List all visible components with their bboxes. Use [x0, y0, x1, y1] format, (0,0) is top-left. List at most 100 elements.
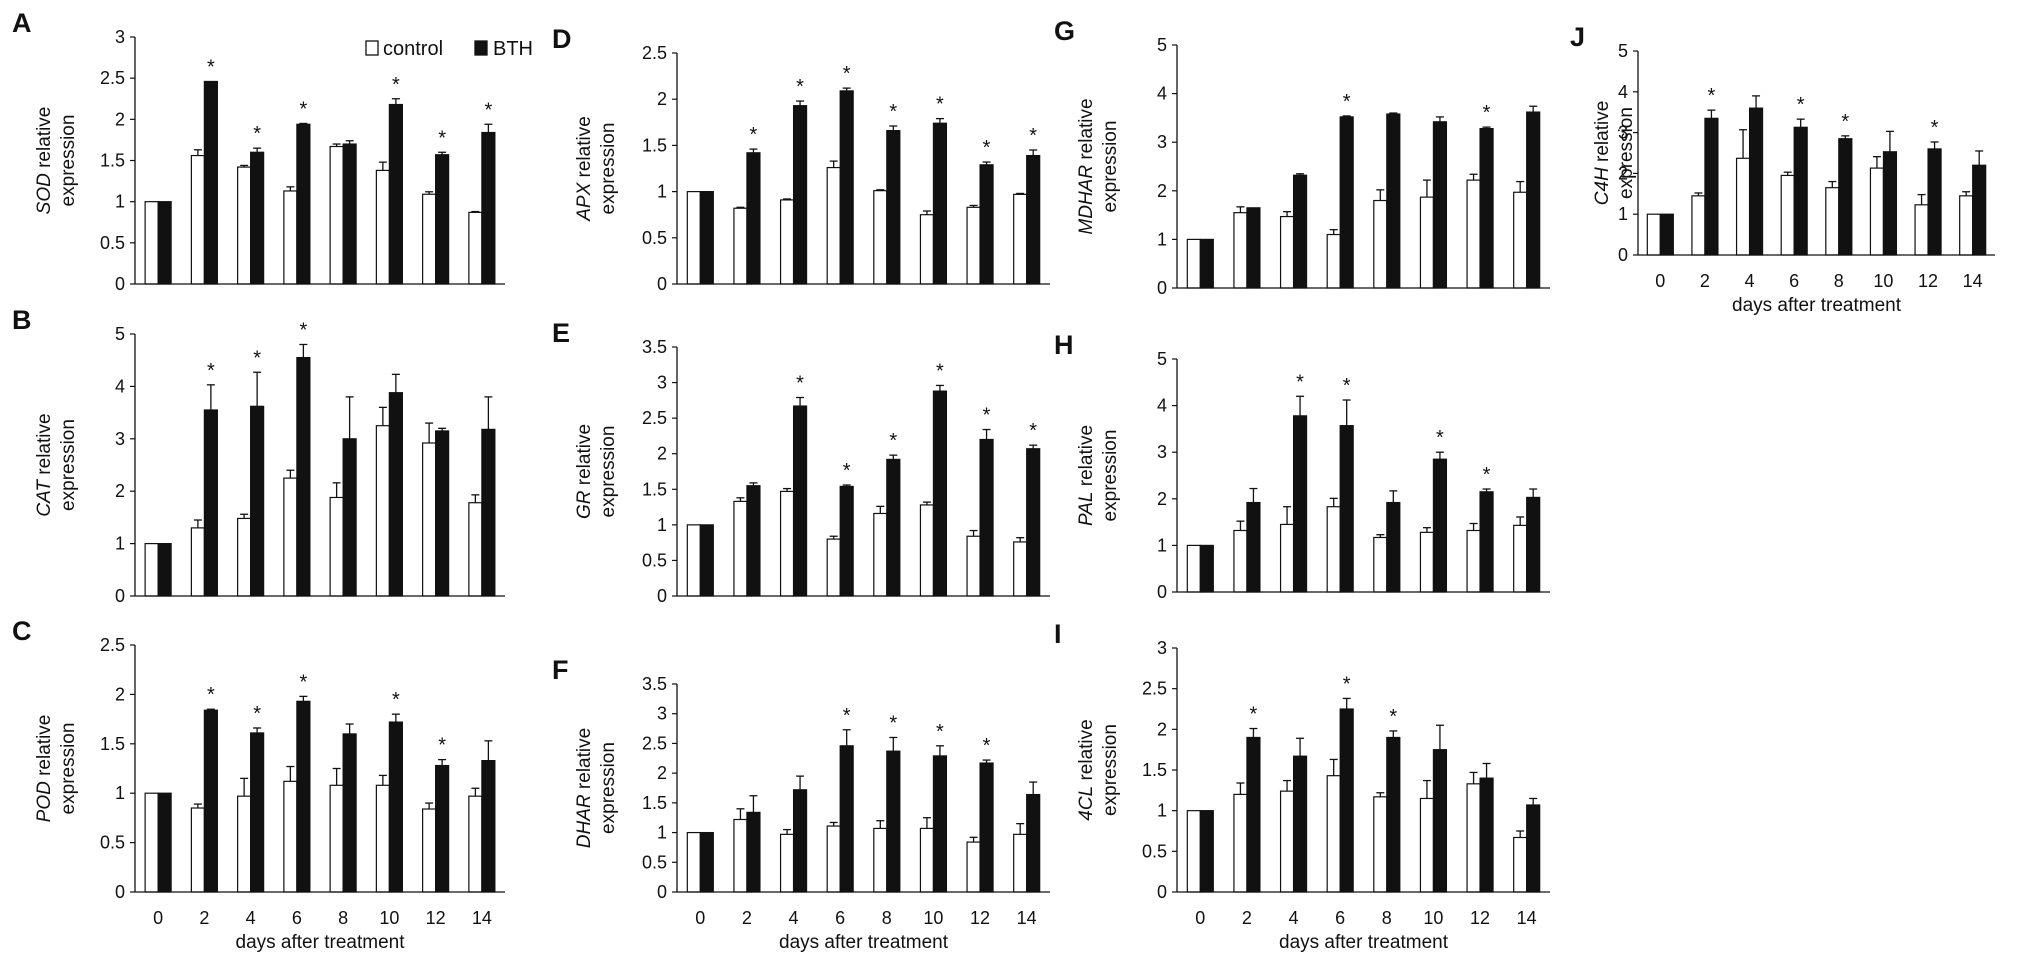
- bar-bth: [296, 700, 311, 893]
- bar-bth: [1292, 755, 1308, 893]
- bar-bth: [388, 721, 403, 893]
- bar-control: [1825, 187, 1840, 256]
- bar-bth: [1386, 736, 1401, 893]
- significance-star: *: [438, 735, 446, 757]
- bar-control: [144, 201, 159, 285]
- y-axis-title: DHAR relative expression: [574, 728, 619, 848]
- significance-star: *: [438, 127, 446, 149]
- bar-control: [1914, 204, 1929, 256]
- bar-control: [1186, 810, 1201, 893]
- y-tick-label: 2: [657, 763, 667, 783]
- bar-control: [873, 512, 888, 597]
- bar-bth: [250, 151, 265, 285]
- bar-bth: [203, 709, 218, 893]
- bar-control: [468, 502, 483, 597]
- bar-control: [329, 145, 344, 285]
- x-axis-title: days after treatment: [236, 932, 406, 953]
- bar-bth: [932, 390, 948, 597]
- bar-control: [686, 831, 701, 893]
- y-tick-label: 0.5: [100, 233, 125, 253]
- y-tick-label: 3: [657, 704, 667, 724]
- y-axis-title-line2: expression: [58, 115, 79, 207]
- y-tick-label: 3: [657, 373, 667, 393]
- y-axis-title-rest: relative: [1076, 425, 1097, 492]
- y-tick-label: 0.5: [642, 550, 667, 570]
- bar-bth: [1793, 126, 1808, 256]
- bar-control: [283, 190, 298, 285]
- bar-bth: [388, 103, 403, 285]
- y-axis-title-rest: relative: [1592, 101, 1613, 168]
- bar-control: [1326, 775, 1341, 893]
- y-tick-label: 2: [115, 481, 125, 501]
- significance-star: *: [1343, 91, 1351, 113]
- bar-control: [375, 169, 390, 285]
- bar-bth: [746, 811, 761, 893]
- y-tick-label: 3: [115, 27, 125, 47]
- bar-bth: [481, 759, 496, 893]
- significance-star: *: [983, 405, 991, 427]
- bar-bth: [792, 105, 808, 285]
- x-tick-label: 8: [1382, 908, 1392, 928]
- y-tick-label: 2: [1157, 719, 1167, 739]
- y-axis-title-line2: expression: [58, 419, 79, 511]
- significance-star: *: [1343, 375, 1351, 397]
- bar-bth: [435, 764, 450, 893]
- bar-control: [283, 477, 298, 597]
- y-tick-label: 3: [115, 429, 125, 449]
- y-tick-label: 2: [657, 89, 667, 109]
- panel-letter: H: [1054, 330, 1074, 360]
- bar-control: [329, 784, 344, 893]
- y-tick-label: 1.5: [642, 479, 667, 499]
- significance-star: *: [1797, 94, 1805, 116]
- bar-bth: [1748, 107, 1764, 256]
- bar-bth: [1339, 425, 1354, 593]
- bar-control: [1959, 195, 1974, 256]
- x-tick-label: 2: [1242, 908, 1252, 928]
- bar-bth: [435, 430, 450, 597]
- y-tick-label: 2.5: [1142, 679, 1167, 699]
- x-tick-label: 12: [1470, 908, 1490, 928]
- panel-letter: D: [552, 24, 572, 54]
- significance-star: *: [299, 319, 307, 341]
- significance-star: *: [1483, 102, 1491, 124]
- bar-control: [190, 154, 205, 285]
- y-axis-gene: SOD: [34, 173, 55, 214]
- bar-bth: [1339, 708, 1354, 893]
- y-tick-label: 1: [1618, 204, 1628, 224]
- bar-control: [237, 795, 252, 893]
- bar-bth: [746, 152, 761, 285]
- bar-control: [329, 496, 344, 597]
- y-tick-label: 1.5: [100, 734, 125, 754]
- bar-bth: [1882, 151, 1898, 256]
- panel-H: H PAL relative expression 0 1 2 3 4 5 * * * *: [1054, 330, 1550, 602]
- bar-control: [1869, 167, 1885, 256]
- x-tick-label: 10: [1423, 908, 1443, 928]
- bar-control: [1513, 191, 1528, 289]
- panel-F: F DHAR relative expression 0 0.5 1 1.5 2 2.5 3 3.5…: [552, 655, 1050, 953]
- significance-star: *: [207, 56, 215, 78]
- bar-bth: [342, 438, 357, 597]
- bar-bth: [979, 164, 994, 285]
- bar-control: [468, 795, 483, 893]
- x-tick-label: 6: [1335, 908, 1345, 928]
- bar-bth: [746, 485, 761, 597]
- bar-control: [1013, 541, 1028, 597]
- bar-bth: [979, 438, 994, 597]
- y-tick-label: 2: [657, 444, 667, 464]
- bar-bth: [886, 458, 901, 597]
- significance-star: *: [1029, 420, 1037, 442]
- panel-D: D APX relative expression 0 0.5 1 1.5 2 2.5 * * * * *…: [552, 24, 1050, 294]
- significance-star: *: [843, 705, 851, 727]
- bar-control: [1233, 529, 1248, 593]
- y-axis-title-rest: relative: [34, 107, 55, 174]
- significance-star: *: [1841, 111, 1849, 133]
- bar-control: [779, 833, 795, 893]
- bar-bth: [1199, 544, 1214, 593]
- significance-star: *: [392, 74, 400, 96]
- bar-bth: [699, 524, 714, 597]
- bar-bth: [1199, 810, 1214, 893]
- x-tick-label: 2: [199, 908, 209, 928]
- significance-star: *: [1389, 706, 1397, 728]
- y-axis-title-line2: expression: [598, 742, 619, 834]
